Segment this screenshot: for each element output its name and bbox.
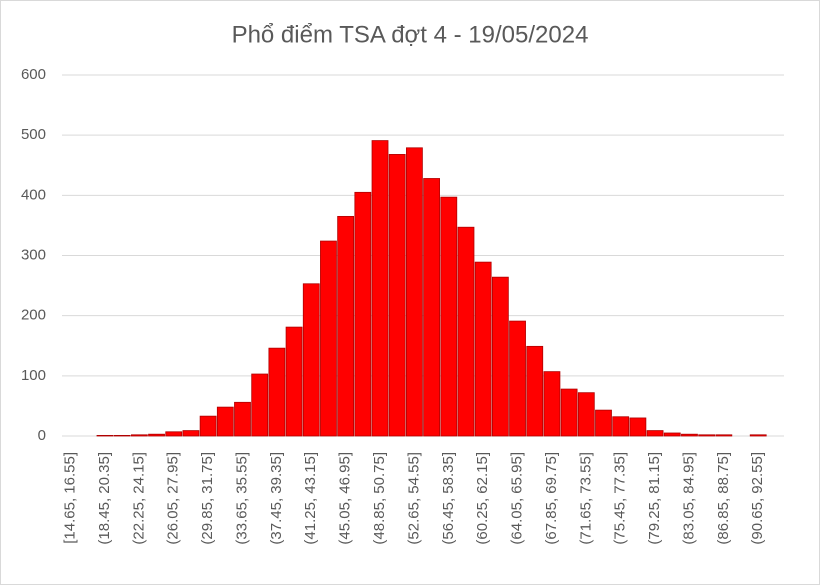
x-tick-label: (71.65, 73.55] — [577, 452, 594, 545]
bar — [130, 434, 148, 437]
x-tick-label: (33.65, 35.55] — [233, 452, 250, 545]
bar — [612, 416, 630, 437]
x-tick-label: (67.85, 69.75] — [543, 452, 560, 545]
y-tick-label: 600 — [21, 66, 46, 83]
bar — [681, 433, 698, 437]
bar — [423, 178, 440, 437]
x-tick-label: (37.45, 39.35] — [268, 452, 285, 545]
x-tick-label: (29.85, 31.75] — [199, 452, 216, 545]
x-tick-label: (56.45, 58.35] — [440, 452, 457, 545]
x-tick-label: (75.45, 77.35] — [612, 452, 629, 545]
bar — [113, 434, 131, 437]
x-tick-label: (83.05, 84.95] — [680, 452, 697, 545]
bar — [302, 283, 320, 437]
bar — [509, 320, 526, 437]
bar — [216, 406, 234, 437]
x-tick-label: (60.25, 62.15] — [474, 452, 491, 545]
bar — [337, 215, 355, 437]
bar — [165, 431, 183, 437]
bar — [268, 347, 286, 437]
y-tick-label: 0 — [38, 427, 46, 444]
bar — [320, 240, 337, 437]
x-tick-label: (18.45, 20.35] — [96, 452, 113, 545]
bar — [251, 373, 269, 437]
bar — [96, 434, 114, 437]
bar — [595, 409, 612, 437]
x-tick-label: (48.85, 50.75] — [371, 452, 388, 545]
x-tick-label: (64.05, 65.95] — [509, 452, 526, 545]
x-tick-label: (86.85, 88.75] — [715, 452, 732, 545]
bar — [629, 417, 647, 437]
bar — [749, 434, 767, 437]
bar — [474, 261, 492, 437]
bar — [457, 226, 475, 437]
x-tick-label: (41.25, 43.15] — [302, 452, 319, 545]
bar — [715, 434, 733, 437]
x-tick-label: (26.05, 27.95] — [165, 452, 182, 545]
bar — [388, 154, 406, 437]
bar — [526, 345, 544, 437]
x-tick-label: (90.65, 92.55] — [749, 452, 766, 545]
chart-title: Phổ điểm TSA đợt 4 - 19/05/2024 — [232, 21, 589, 48]
bar — [698, 434, 716, 437]
bar — [234, 401, 251, 437]
y-tick-label: 400 — [21, 186, 46, 203]
bar — [148, 433, 165, 437]
y-tick-label: 500 — [21, 126, 46, 143]
bar — [182, 430, 200, 437]
x-tick-label: [14.65, 16.55] — [62, 452, 79, 544]
x-tick-label: (45.05, 46.95] — [337, 452, 354, 545]
bar — [577, 392, 595, 437]
bar — [406, 147, 423, 437]
bar — [285, 326, 303, 437]
bar — [663, 432, 681, 437]
bar — [646, 430, 664, 437]
bar — [354, 191, 372, 437]
y-tick-label: 200 — [21, 307, 46, 324]
x-tick-label: (52.65, 54.55] — [405, 452, 422, 545]
bar — [543, 371, 561, 437]
x-tick-label: (22.25, 24.15] — [130, 452, 147, 545]
bar — [199, 415, 217, 437]
x-tick-label: (79.25, 81.15] — [646, 452, 663, 545]
y-tick-label: 100 — [21, 367, 46, 384]
bar — [560, 388, 578, 437]
bar — [440, 196, 458, 437]
bar — [371, 140, 389, 437]
bar — [491, 276, 509, 437]
y-tick-label: 300 — [21, 246, 46, 263]
